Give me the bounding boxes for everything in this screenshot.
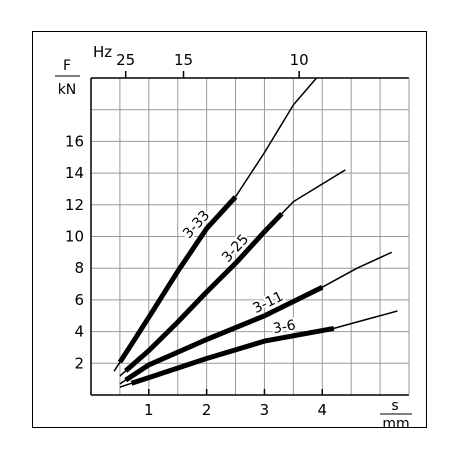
x-tick-label: 4 [317,401,327,419]
y-tick-label: 2 [74,354,84,372]
y-tick-label: 16 [65,132,84,150]
series-thick-3-11 [124,284,324,383]
series-thick-3-33 [117,195,238,364]
x-tick-label: 3 [260,401,270,419]
top-tick-label: 25 [116,51,135,69]
y-tick-label: 10 [65,228,84,246]
series-thick-3-6 [130,325,335,386]
series-thick-3-25 [124,211,284,373]
y-unit-top: F [63,58,71,74]
top-tick-label: 10 [290,51,309,69]
top-axis-labels: 25 15 10 [116,51,309,78]
x-tick-label: 2 [202,401,212,419]
y-tick-label: 6 [74,291,84,309]
series-labels: 3-333-253-113-6 [178,206,299,340]
series-lines [113,77,398,388]
y-tick-label: 12 [65,196,84,214]
x-tick-label: 1 [144,401,154,419]
y-tick-labels: 2 4 6 8 10 12 14 16 [65,132,84,372]
x-unit-top: s [391,398,398,414]
y-tick-label: 4 [74,323,84,341]
y-tick-label: 14 [65,164,84,182]
y-unit-bottom: kN [58,82,77,98]
top-axis-unit: Hz [93,43,112,61]
top-tick-label: 15 [174,51,193,69]
x-tick-labels: 1 2 3 4 [144,389,327,419]
series-label: 3-6 [272,317,297,337]
chart-frame [32,31,427,428]
x-unit-bottom: mm [382,416,409,432]
y-tick-label: 8 [74,259,84,277]
axes [90,77,410,396]
